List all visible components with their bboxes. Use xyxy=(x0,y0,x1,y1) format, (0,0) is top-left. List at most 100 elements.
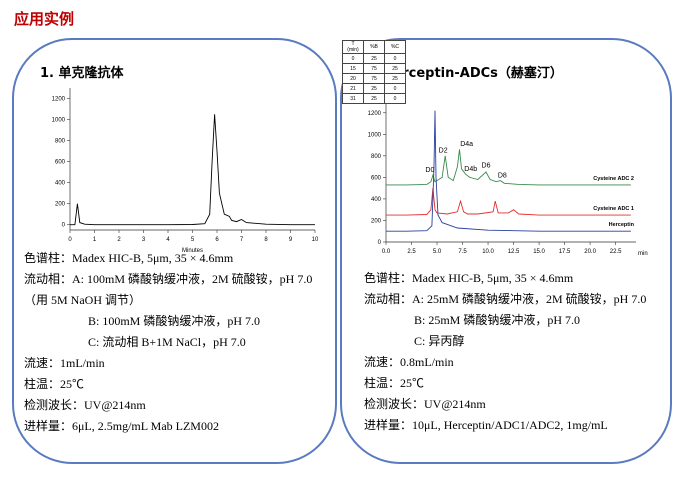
table-cell: 20 xyxy=(342,73,364,84)
table-row: 15 75 25 xyxy=(342,63,406,74)
x-tick-label: 2 xyxy=(117,237,121,243)
x-axis-label: min xyxy=(638,251,648,257)
panel-heading: 1. 单克隆抗体 xyxy=(40,66,124,81)
table-cell: 0 xyxy=(384,53,406,64)
x-tick-label: 2.5 xyxy=(407,249,416,255)
panel: 1. 单克隆抗体 0 200 400 600 800 1000 1200 0 1 2 3 4 5 6 7 8 9… xyxy=(12,38,337,464)
text-line: 检测波长：UV@214nm xyxy=(364,397,486,411)
y-tick-label: 0 xyxy=(62,223,66,229)
x-tick-label: 6 xyxy=(215,237,219,243)
table-header: %C xyxy=(384,40,406,54)
x-tick-label: 1 xyxy=(93,237,97,243)
x-tick-label: 7 xyxy=(240,237,244,243)
table-cell: 0 xyxy=(384,93,406,104)
y-tick-label: 200 xyxy=(371,218,382,224)
chart: 0 200 400 600 800 1000 1200 0.0 2.5 5.0 7.5 10.0 12.… xyxy=(364,88,648,257)
y-tick-label: 600 xyxy=(371,175,382,181)
method-text: 色谱柱：Madex HIC-B, 5μm, 35 × 4.6mm 流动相：A: … xyxy=(24,248,324,437)
y-tick-label: 400 xyxy=(371,197,382,203)
chart: 0 200 400 600 800 1000 1200 0 1 2 3 4 5 6 7 8 9 10 Minutes xyxy=(52,88,319,254)
x-tick-label: 4 xyxy=(166,237,170,243)
gradient-table: T (min) %B %C 0 25 0 15 75 25 20 75 25 21 25 0 31 25 0 xyxy=(342,40,406,104)
table-row: 0 25 0 xyxy=(342,53,406,64)
series-line xyxy=(386,110,631,232)
x-tick-label: 22.5 xyxy=(610,249,622,255)
series-label: Cysteine ADC 2 xyxy=(593,176,634,182)
panel: 2. Herceptin-ADCs（赫塞汀） 0 200 400 600 800 1000… xyxy=(340,38,672,464)
x-tick-label: 3 xyxy=(142,237,146,243)
x-tick-label: 0 xyxy=(68,237,72,243)
text-line: 柱温：25℃ xyxy=(24,377,85,391)
y-tick-label: 1000 xyxy=(368,132,382,138)
peak-label: D4b xyxy=(464,166,477,173)
peak-label: D2 xyxy=(439,148,448,155)
text-line: 进样量：6μL, 2.5mg/mL Mab LZM002 xyxy=(24,419,219,433)
peak-label: D8 xyxy=(498,172,507,179)
x-tick-label: 15.0 xyxy=(533,249,545,255)
x-tick-label: 9 xyxy=(289,237,293,243)
text-line: B: 100mM 磷酸钠缓冲液，pH 7.0 xyxy=(88,314,261,328)
y-tick-label: 1200 xyxy=(368,111,382,117)
table-cell: 25 xyxy=(363,93,385,104)
series-label: Cysteine ADC 1 xyxy=(593,206,634,212)
text-line: 色谱柱：Madex HIC-B, 5μm, 35 × 4.6mm xyxy=(24,251,234,265)
table-row: 20 75 25 xyxy=(342,73,406,84)
table-header: T (min) xyxy=(342,40,364,54)
text-line: B: 25mM 磷酸钠缓冲液，pH 7.0 xyxy=(414,313,581,327)
peak-label: D0 xyxy=(425,167,434,174)
table-row: 31 25 0 xyxy=(342,93,406,104)
x-tick-label: 7.5 xyxy=(458,249,467,255)
text-line: 进样量：10μL, Herceptin/ADC1/ADC2, 1mg/mL xyxy=(364,418,608,432)
text-line: 色谱柱：Madex HIC-B, 5μm, 35 × 4.6mm xyxy=(364,271,574,285)
text-line: 流动相：A: 100mM 磷酸钠缓冲液，2M 硫酸铵，pH 7.0（用 5M N… xyxy=(24,272,313,307)
page-title: 应用实例 xyxy=(14,10,75,28)
x-tick-label: 17.5 xyxy=(559,249,571,255)
text-line: C: 异丙醇 xyxy=(414,334,465,348)
series-line xyxy=(386,149,631,186)
text-line: 流速：0.8mL/min xyxy=(364,355,454,369)
table-header: %B xyxy=(363,40,385,54)
method-text: 色谱柱：Madex HIC-B, 5μm, 35 × 4.6mm 流动相：A: … xyxy=(364,268,669,436)
x-tick-label: 20.0 xyxy=(584,249,596,255)
series-line xyxy=(70,114,315,226)
x-tick-label: 12.5 xyxy=(508,249,520,255)
table-cell: 15 xyxy=(342,63,364,74)
x-tick-label: 8 xyxy=(264,237,268,243)
y-tick-label: 800 xyxy=(371,154,382,160)
table-cell: 25 xyxy=(363,53,385,64)
table-cell: 0 xyxy=(342,53,364,64)
text-line: 流速：1mL/min xyxy=(24,356,105,370)
x-axis-label: Minutes xyxy=(182,248,203,254)
table-cell: 25 xyxy=(384,73,406,84)
table-cell: 25 xyxy=(363,83,385,94)
y-tick-label: 1200 xyxy=(52,97,66,103)
table-cell: 21 xyxy=(342,83,364,94)
x-tick-label: 10.0 xyxy=(482,249,494,255)
y-tick-label: 800 xyxy=(55,139,66,145)
table-cell: 75 xyxy=(363,63,385,74)
series-label: Herceptin xyxy=(609,222,635,228)
x-tick-label: 5 xyxy=(191,237,195,243)
table-cell: 31 xyxy=(342,93,364,104)
peak-label: D6 xyxy=(482,163,491,170)
x-tick-label: 10 xyxy=(312,237,319,243)
y-tick-label: 0 xyxy=(378,240,382,246)
y-tick-label: 1000 xyxy=(52,118,66,124)
text-line: 柱温：25℃ xyxy=(364,376,425,390)
table-cell: 0 xyxy=(384,83,406,94)
peak-label: D4a xyxy=(460,141,473,148)
x-tick-label: 0.0 xyxy=(382,249,391,255)
y-tick-label: 400 xyxy=(55,181,66,187)
table-row: T (min) %B %C xyxy=(342,40,406,54)
series-line xyxy=(386,188,631,216)
table-cell: 75 xyxy=(363,73,385,84)
y-tick-label: 600 xyxy=(55,160,66,166)
x-tick-label: 5.0 xyxy=(433,249,442,255)
table-row: 21 25 0 xyxy=(342,83,406,94)
table-cell: 25 xyxy=(384,63,406,74)
text-line: 检测波长：UV@214nm xyxy=(24,398,146,412)
y-tick-label: 200 xyxy=(55,202,66,208)
text-line: 流动相：A: 25mM 磷酸钠缓冲液，2M 硫酸铵，pH 7.0 xyxy=(364,292,647,306)
panel-heading: 2. Herceptin-ADCs（赫塞汀） xyxy=(364,66,563,81)
